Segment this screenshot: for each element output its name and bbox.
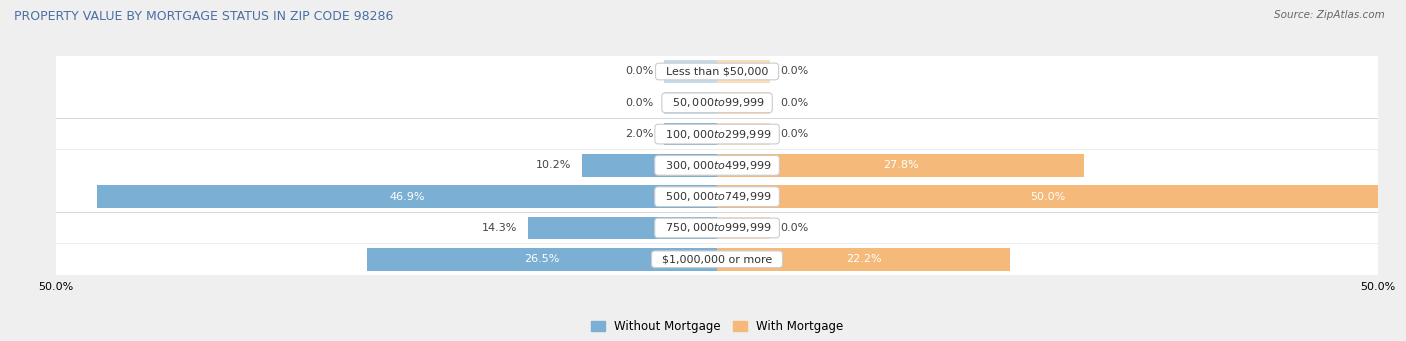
Bar (582, 154, 717, 177)
Bar (664, 123, 717, 145)
Text: 0.0%: 0.0% (780, 98, 808, 108)
Bar (717, 91, 770, 114)
Bar (56, 244, 1378, 275)
Text: $100,000 to $299,999: $100,000 to $299,999 (658, 128, 776, 140)
Bar (717, 154, 1084, 177)
Text: 0.0%: 0.0% (626, 98, 654, 108)
Bar (664, 91, 717, 114)
Bar (717, 123, 770, 145)
Text: $50,000 to $99,999: $50,000 to $99,999 (665, 96, 769, 109)
Bar (56, 150, 1378, 181)
Text: PROPERTY VALUE BY MORTGAGE STATUS IN ZIP CODE 98286: PROPERTY VALUE BY MORTGAGE STATUS IN ZIP… (14, 10, 394, 23)
Bar (56, 56, 1378, 87)
Text: 22.2%: 22.2% (846, 254, 882, 264)
Text: 14.3%: 14.3% (482, 223, 517, 233)
Text: $300,000 to $499,999: $300,000 to $499,999 (658, 159, 776, 172)
Text: $750,000 to $999,999: $750,000 to $999,999 (658, 222, 776, 235)
Text: 0.0%: 0.0% (780, 66, 808, 76)
Bar (717, 60, 770, 83)
Bar (717, 186, 1378, 208)
Text: 2.0%: 2.0% (626, 129, 654, 139)
Bar (529, 217, 717, 239)
Text: 50.0%: 50.0% (1029, 192, 1066, 202)
Text: 0.0%: 0.0% (626, 66, 654, 76)
Text: 0.0%: 0.0% (780, 223, 808, 233)
Text: 46.9%: 46.9% (389, 192, 425, 202)
Text: 27.8%: 27.8% (883, 160, 918, 170)
Bar (97, 186, 717, 208)
Legend: Without Mortgage, With Mortgage: Without Mortgage, With Mortgage (586, 315, 848, 338)
Text: $500,000 to $749,999: $500,000 to $749,999 (658, 190, 776, 203)
Bar (717, 217, 770, 239)
Bar (664, 60, 717, 83)
Text: Less than $50,000: Less than $50,000 (659, 66, 775, 76)
Text: 26.5%: 26.5% (524, 254, 560, 264)
Bar (56, 213, 1378, 243)
Text: 10.2%: 10.2% (536, 160, 572, 170)
Bar (56, 87, 1378, 118)
Bar (367, 248, 717, 270)
Text: Source: ZipAtlas.com: Source: ZipAtlas.com (1274, 10, 1385, 20)
Bar (717, 248, 1011, 270)
Bar (56, 181, 1378, 212)
Text: $1,000,000 or more: $1,000,000 or more (655, 254, 779, 264)
Text: 0.0%: 0.0% (780, 129, 808, 139)
Bar (56, 119, 1378, 149)
